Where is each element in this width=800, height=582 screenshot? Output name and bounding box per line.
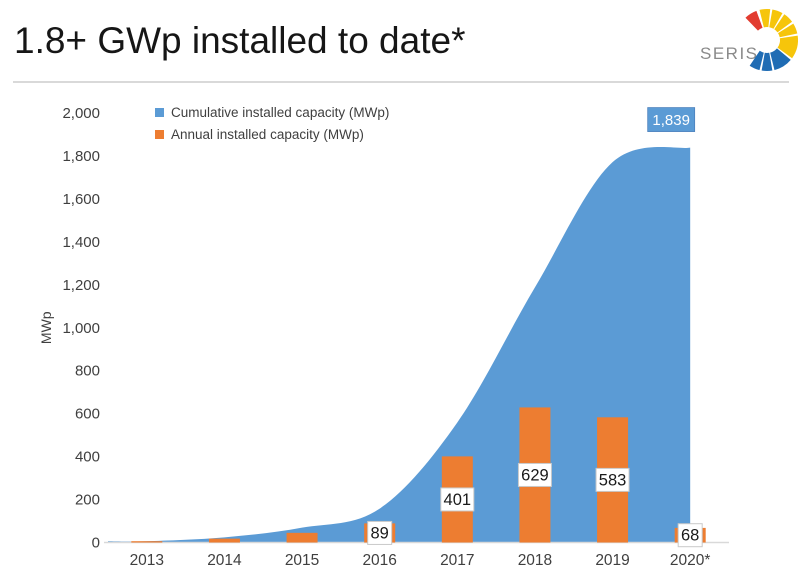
logo-yellow-ray [774, 14, 793, 33]
seris-logo-text: SERIS [700, 44, 759, 63]
y-tick-label-1600: 1,600 [62, 191, 100, 208]
annual-value-label-box [517, 462, 552, 487]
y-tick-label-1000: 1,000 [62, 320, 100, 337]
logo-blue-ray [770, 48, 791, 71]
annual-value-label-box [367, 520, 393, 545]
annual-value-label: 89 [371, 524, 389, 542]
annual-value-label: 583 [599, 471, 627, 489]
logo-red-ray [745, 10, 763, 31]
annual-bar-2014 [208, 538, 240, 543]
annual-bar-2015 [286, 532, 318, 543]
x-tick-label-2018: 2018 [518, 552, 552, 569]
annual-bar-2013 [131, 541, 163, 543]
page-title: 1.8+ GWp installed to date* [14, 20, 466, 61]
legend-item-annual: Annual installed capacity (MWp) [155, 127, 389, 142]
logo-yellow-ray [777, 35, 798, 59]
cumulative-total-callout-box [647, 107, 696, 132]
logo-blue-ray [761, 52, 773, 71]
y-axis-title: MWp [38, 311, 54, 344]
x-tick-label-2015: 2015 [285, 552, 319, 569]
annual-value-label-box [595, 467, 630, 492]
x-tick-label-2016: 2016 [362, 552, 396, 569]
y-tick-label-2000: 2,000 [62, 105, 100, 122]
logo-yellow-ray [778, 23, 798, 38]
annual-value-label: 68 [681, 527, 699, 545]
logo-yellow-ray [769, 9, 783, 29]
legend-label-cumulative: Cumulative installed capacity (MWp) [171, 105, 390, 120]
x-tick-label-2013: 2013 [130, 552, 164, 569]
y-tick-label-1200: 1,200 [62, 277, 100, 294]
x-tick-label-2019: 2019 [595, 552, 629, 569]
y-tick-label-1400: 1,400 [62, 234, 100, 251]
legend-item-cumulative: Cumulative installed capacity (MWp) [155, 105, 389, 120]
x-tick-label-2017: 2017 [440, 552, 474, 569]
cumulative-series-swatch [155, 108, 164, 117]
annual-series-swatch [155, 130, 164, 139]
cumulative-total-callout-value: 1,839 [652, 112, 690, 129]
y-tick-label-600: 600 [75, 406, 100, 423]
logo-blue-ray [749, 50, 764, 71]
title-divider [13, 81, 789, 83]
logo-yellow-ray [759, 8, 771, 28]
seris-sun-logo-icon [745, 8, 798, 71]
chart-legend: Cumulative installed capacity (MWp) Annu… [155, 105, 389, 142]
annual-value-label: 629 [521, 466, 549, 484]
legend-label-annual: Annual installed capacity (MWp) [171, 127, 364, 142]
annual-value-label: 401 [444, 491, 472, 509]
y-tick-label-800: 800 [75, 363, 100, 380]
y-tick-label-1800: 1,800 [62, 148, 100, 165]
y-tick-label-400: 400 [75, 449, 100, 466]
y-tick-label-0: 0 [92, 535, 100, 552]
x-tick-label-2020: 2020* [670, 552, 711, 569]
annual-value-label-box [677, 523, 703, 548]
x-tick-label-2014: 2014 [207, 552, 242, 569]
y-tick-label-200: 200 [75, 492, 100, 509]
annual-value-label-box [440, 487, 475, 512]
